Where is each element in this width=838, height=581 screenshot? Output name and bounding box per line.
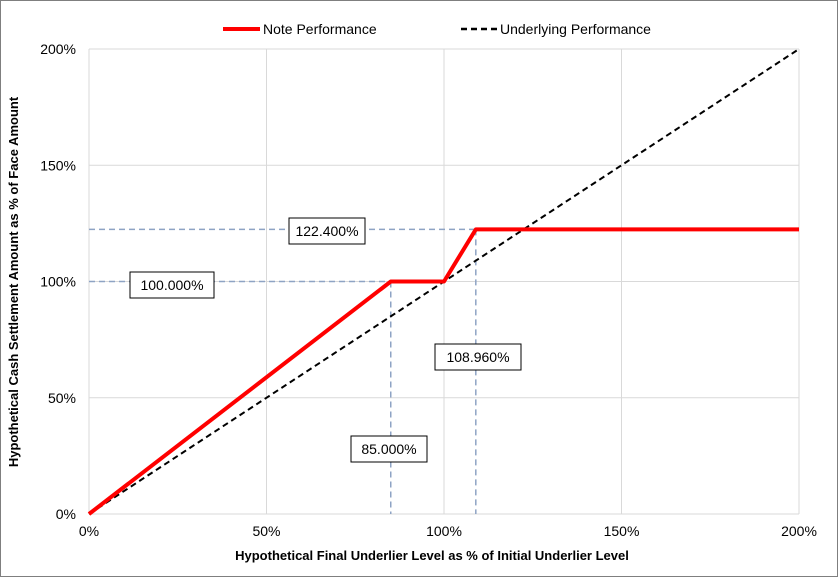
y-tick-label: 200% bbox=[40, 41, 76, 57]
x-tick-label: 100% bbox=[426, 523, 462, 539]
annotation-text: 100.000% bbox=[140, 277, 203, 293]
x-axis-title: Hypothetical Final Underlier Level as % … bbox=[235, 548, 629, 563]
series-layer bbox=[87, 48, 800, 516]
x-tick-label: 150% bbox=[604, 523, 640, 539]
annotation-text: 108.960% bbox=[446, 349, 509, 365]
y-axis-title: Hypothetical Cash Settlement Amount as %… bbox=[6, 96, 21, 467]
annotation-label: 100.000% bbox=[129, 271, 215, 299]
legend-label-underlying-performance: Underlying Performance bbox=[500, 21, 651, 37]
legend: Note Performance Underlying Performance bbox=[223, 21, 651, 37]
x-tick-label: 0% bbox=[79, 523, 99, 539]
annotation-label: 122.400% bbox=[288, 217, 366, 245]
annotation-text: 122.400% bbox=[295, 223, 358, 239]
annotation-box bbox=[434, 343, 522, 371]
annotation-label: 85.000% bbox=[350, 435, 428, 463]
x-tick-label: 50% bbox=[252, 523, 280, 539]
annotation-box bbox=[288, 217, 366, 245]
annotation-text: 85.000% bbox=[361, 441, 416, 457]
annotation-box bbox=[129, 271, 215, 299]
tick-labels: 0% 50% 100% 150% 200% 0% 50% 100% 150% 200% bbox=[40, 41, 817, 539]
y-tick-label: 150% bbox=[40, 157, 76, 173]
x-tick-label: 200% bbox=[781, 523, 817, 539]
annotation-box bbox=[350, 435, 428, 463]
series-line-note-performance bbox=[87, 227, 799, 516]
y-tick-label: 0% bbox=[56, 506, 76, 522]
y-tick-label: 50% bbox=[48, 390, 76, 406]
y-tick-label: 100% bbox=[40, 274, 76, 290]
legend-label-note-performance: Note Performance bbox=[263, 21, 377, 37]
annotation-label: 108.960% bbox=[434, 343, 522, 371]
annotations: 122.400% 100.000% 108.960% 85.000% bbox=[129, 217, 522, 463]
